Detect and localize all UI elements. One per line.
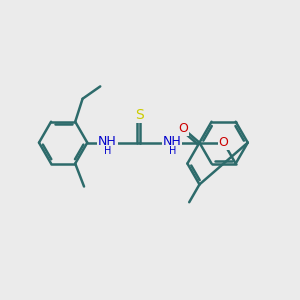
Text: O: O (219, 136, 229, 149)
Text: H: H (104, 146, 112, 157)
Text: NH: NH (98, 135, 117, 148)
Text: H: H (169, 146, 176, 157)
Text: NH: NH (163, 135, 182, 148)
Text: O: O (178, 122, 188, 135)
Text: S: S (135, 108, 144, 122)
